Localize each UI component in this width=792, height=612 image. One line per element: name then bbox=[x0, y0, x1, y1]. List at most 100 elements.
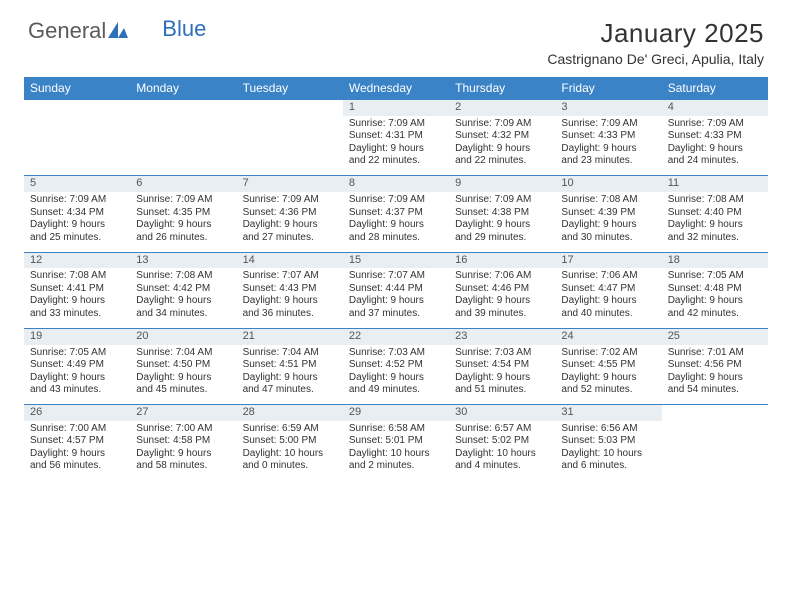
sunrise-text: Sunrise: 7:09 AM bbox=[668, 118, 762, 131]
day-detail-cell: Sunrise: 7:09 AMSunset: 4:32 PMDaylight:… bbox=[449, 116, 555, 176]
day-number-cell: 9 bbox=[449, 176, 555, 192]
day-detail-cell: Sunrise: 7:09 AMSunset: 4:33 PMDaylight:… bbox=[555, 116, 661, 176]
sunset-text: Sunset: 4:47 PM bbox=[561, 283, 655, 296]
sunset-text: Sunset: 4:52 PM bbox=[349, 359, 443, 372]
daylight-text: Daylight: 9 hours bbox=[668, 295, 762, 308]
weekday-header: Monday bbox=[130, 77, 236, 100]
sunset-text: Sunset: 4:44 PM bbox=[349, 283, 443, 296]
daynum-row: 1234 bbox=[24, 100, 768, 116]
daylight-text: and 28 minutes. bbox=[349, 232, 443, 245]
logo: General Blue bbox=[28, 18, 206, 44]
day-number-cell: 28 bbox=[237, 405, 343, 421]
day-number: 8 bbox=[349, 177, 355, 189]
daylight-text: Daylight: 9 hours bbox=[561, 219, 655, 232]
logo-triangle-icon bbox=[108, 18, 128, 44]
day-detail-cell: Sunrise: 7:09 AMSunset: 4:38 PMDaylight:… bbox=[449, 192, 555, 252]
daylight-text: Daylight: 9 hours bbox=[455, 219, 549, 232]
day-number-cell: 8 bbox=[343, 176, 449, 192]
daylight-text: Daylight: 9 hours bbox=[30, 295, 124, 308]
daynum-row: 12131415161718 bbox=[24, 252, 768, 268]
sunset-text: Sunset: 4:33 PM bbox=[668, 130, 762, 143]
day-number: 10 bbox=[561, 177, 573, 189]
header: General Blue January 2025 Castrignano De… bbox=[0, 0, 792, 73]
daylight-text: and 2 minutes. bbox=[349, 460, 443, 473]
day-number-cell: 17 bbox=[555, 252, 661, 268]
sunrise-text: Sunrise: 7:08 AM bbox=[561, 194, 655, 207]
weekday-header: Friday bbox=[555, 77, 661, 100]
sunset-text: Sunset: 4:32 PM bbox=[455, 130, 549, 143]
detail-row: Sunrise: 7:08 AMSunset: 4:41 PMDaylight:… bbox=[24, 268, 768, 328]
day-number-cell bbox=[237, 100, 343, 116]
day-detail-cell: Sunrise: 7:00 AMSunset: 4:58 PMDaylight:… bbox=[130, 421, 236, 481]
daylight-text: Daylight: 9 hours bbox=[349, 219, 443, 232]
sunrise-text: Sunrise: 7:09 AM bbox=[349, 194, 443, 207]
sunset-text: Sunset: 4:42 PM bbox=[136, 283, 230, 296]
day-number-cell: 18 bbox=[662, 252, 768, 268]
day-number-cell: 26 bbox=[24, 405, 130, 421]
daylight-text: and 37 minutes. bbox=[349, 308, 443, 321]
daylight-text: Daylight: 10 hours bbox=[561, 448, 655, 461]
day-number-cell bbox=[24, 100, 130, 116]
daylight-text: Daylight: 9 hours bbox=[136, 295, 230, 308]
day-detail-cell: Sunrise: 7:08 AMSunset: 4:39 PMDaylight:… bbox=[555, 192, 661, 252]
weekday-header: Sunday bbox=[24, 77, 130, 100]
sunrise-text: Sunrise: 7:09 AM bbox=[455, 194, 549, 207]
daylight-text: and 33 minutes. bbox=[30, 308, 124, 321]
day-number: 28 bbox=[243, 406, 255, 418]
day-number-cell: 15 bbox=[343, 252, 449, 268]
detail-row: Sunrise: 7:05 AMSunset: 4:49 PMDaylight:… bbox=[24, 345, 768, 405]
sunset-text: Sunset: 4:39 PM bbox=[561, 207, 655, 220]
daylight-text: Daylight: 9 hours bbox=[455, 143, 549, 156]
day-number-cell: 25 bbox=[662, 328, 768, 344]
day-number: 4 bbox=[668, 101, 674, 113]
sunrise-text: Sunrise: 7:03 AM bbox=[455, 347, 549, 360]
sunset-text: Sunset: 4:36 PM bbox=[243, 207, 337, 220]
daylight-text: and 58 minutes. bbox=[136, 460, 230, 473]
daylight-text: and 22 minutes. bbox=[349, 155, 443, 168]
day-number: 5 bbox=[30, 177, 36, 189]
sunrise-text: Sunrise: 7:09 AM bbox=[243, 194, 337, 207]
day-number-cell: 10 bbox=[555, 176, 661, 192]
day-number-cell: 11 bbox=[662, 176, 768, 192]
day-number: 20 bbox=[136, 330, 148, 342]
daylight-text: and 51 minutes. bbox=[455, 384, 549, 397]
daylight-text: and 54 minutes. bbox=[668, 384, 762, 397]
sunrise-text: Sunrise: 7:08 AM bbox=[136, 270, 230, 283]
daylight-text: and 23 minutes. bbox=[561, 155, 655, 168]
day-number-cell: 7 bbox=[237, 176, 343, 192]
sunrise-text: Sunrise: 7:08 AM bbox=[30, 270, 124, 283]
day-detail-cell: Sunrise: 7:08 AMSunset: 4:40 PMDaylight:… bbox=[662, 192, 768, 252]
weekday-header: Saturday bbox=[662, 77, 768, 100]
day-number-cell: 31 bbox=[555, 405, 661, 421]
daylight-text: Daylight: 10 hours bbox=[243, 448, 337, 461]
sunset-text: Sunset: 4:38 PM bbox=[455, 207, 549, 220]
day-number: 18 bbox=[668, 254, 680, 266]
day-detail-cell: Sunrise: 7:09 AMSunset: 4:33 PMDaylight:… bbox=[662, 116, 768, 176]
daylight-text: and 22 minutes. bbox=[455, 155, 549, 168]
sunrise-text: Sunrise: 7:09 AM bbox=[136, 194, 230, 207]
daylight-text: and 4 minutes. bbox=[455, 460, 549, 473]
sunrise-text: Sunrise: 7:06 AM bbox=[561, 270, 655, 283]
day-number: 9 bbox=[455, 177, 461, 189]
day-detail-cell: Sunrise: 7:06 AMSunset: 4:46 PMDaylight:… bbox=[449, 268, 555, 328]
day-number: 31 bbox=[561, 406, 573, 418]
logo-text-blue: Blue bbox=[162, 16, 206, 42]
daylight-text: and 40 minutes. bbox=[561, 308, 655, 321]
daylight-text: Daylight: 9 hours bbox=[561, 372, 655, 385]
sunset-text: Sunset: 4:55 PM bbox=[561, 359, 655, 372]
daylight-text: and 47 minutes. bbox=[243, 384, 337, 397]
day-number-cell bbox=[662, 405, 768, 421]
daylight-text: Daylight: 10 hours bbox=[455, 448, 549, 461]
sunset-text: Sunset: 4:40 PM bbox=[668, 207, 762, 220]
day-number: 23 bbox=[455, 330, 467, 342]
daylight-text: Daylight: 9 hours bbox=[243, 219, 337, 232]
daynum-row: 262728293031 bbox=[24, 405, 768, 421]
daylight-text: and 24 minutes. bbox=[668, 155, 762, 168]
detail-row: Sunrise: 7:00 AMSunset: 4:57 PMDaylight:… bbox=[24, 421, 768, 481]
day-number-cell: 24 bbox=[555, 328, 661, 344]
weekday-header-row: Sunday Monday Tuesday Wednesday Thursday… bbox=[24, 77, 768, 100]
daylight-text: and 52 minutes. bbox=[561, 384, 655, 397]
sunrise-text: Sunrise: 7:08 AM bbox=[668, 194, 762, 207]
day-number: 16 bbox=[455, 254, 467, 266]
calendar-table: Sunday Monday Tuesday Wednesday Thursday… bbox=[24, 77, 768, 481]
